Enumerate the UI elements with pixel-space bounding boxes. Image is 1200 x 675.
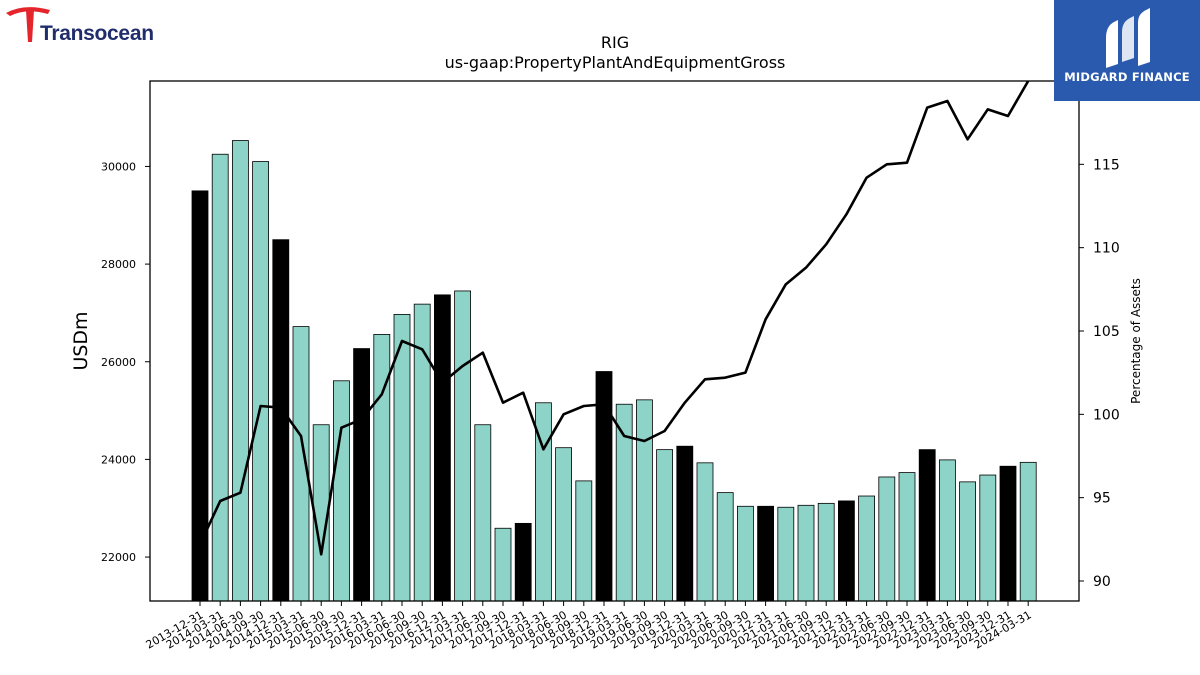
y2-tick-label: 105 bbox=[1093, 324, 1120, 340]
bar-2020-09-30 bbox=[737, 505, 754, 602]
bar-2017-03-31 bbox=[454, 290, 472, 602]
bar-2019-12-31 bbox=[676, 445, 694, 602]
y-tick-label: 26000 bbox=[101, 356, 136, 369]
transocean-mark-icon bbox=[6, 7, 50, 42]
bar-2016-12-31 bbox=[433, 294, 451, 602]
chart-title: RIG bbox=[601, 33, 629, 52]
y-axis-label: USDm bbox=[70, 311, 92, 370]
y-tick-label: 28000 bbox=[101, 258, 136, 271]
bar-2022-09-30 bbox=[898, 472, 916, 602]
y2-tick-label: 100 bbox=[1093, 407, 1120, 423]
y-tick-label: 24000 bbox=[101, 453, 136, 466]
right-axis-ticks: 90 95 100 105 110 115 bbox=[1079, 157, 1120, 590]
bar-2013-12-31 bbox=[191, 190, 209, 602]
bar-2020-12-31 bbox=[757, 505, 774, 602]
y-tick-label: 30000 bbox=[101, 160, 136, 173]
bar-2017-12-31 bbox=[514, 522, 532, 602]
bar-2021-06-30 bbox=[797, 504, 815, 602]
bar-2020-03-31 bbox=[696, 462, 714, 602]
bar-2023-09-30 bbox=[979, 474, 997, 602]
y2-tick-label: 90 bbox=[1093, 574, 1111, 590]
transocean-logo: Transocean bbox=[4, 4, 184, 45]
bar-2018-09-30 bbox=[575, 480, 593, 602]
left-axis-ticks: 22000 24000 26000 28000 30000 bbox=[101, 160, 150, 564]
bar-2014-12-31 bbox=[272, 239, 290, 602]
midgard-finance-logo: MIDGARD FINANCE bbox=[1054, 0, 1200, 101]
bar-2023-03-31 bbox=[939, 459, 956, 602]
x-axis-ticks: 2013-12-312014-03-312014-06-302014-09-30… bbox=[144, 601, 1034, 652]
bar-2014-03-31 bbox=[211, 153, 229, 602]
bar-2015-09-30 bbox=[332, 380, 350, 602]
bar-2014-09-30 bbox=[252, 161, 270, 602]
bar-2021-12-31 bbox=[838, 500, 855, 602]
bar-2019-06-30 bbox=[636, 399, 653, 602]
line-series bbox=[198, 81, 1030, 556]
bar-2021-09-30 bbox=[817, 502, 835, 602]
bar-2022-03-31 bbox=[858, 495, 875, 602]
chart-subtitle: us-gaap:PropertyPlantAndEquipmentGross bbox=[445, 53, 786, 72]
y-tick-label: 22000 bbox=[101, 551, 136, 564]
percentage-of-assets-line bbox=[198, 81, 1030, 556]
midgard-mark-icon bbox=[1106, 8, 1150, 68]
bar-2020-06-30 bbox=[716, 492, 734, 602]
bar-2016-03-31 bbox=[373, 334, 391, 602]
bar-2023-12-31 bbox=[999, 465, 1017, 602]
transocean-wordmark: Transocean bbox=[40, 22, 154, 45]
midgard-wordmark: MIDGARD FINANCE bbox=[1064, 70, 1190, 84]
bar-2017-09-30 bbox=[494, 527, 512, 602]
bar-2021-03-31 bbox=[777, 506, 795, 602]
bar-series bbox=[191, 140, 1037, 602]
y2-tick-label: 95 bbox=[1093, 491, 1111, 507]
bar-2014-06-30 bbox=[231, 140, 249, 602]
bar-2022-06-30 bbox=[878, 476, 896, 602]
bar-2015-12-31 bbox=[353, 348, 371, 602]
y2-axis-label: Percentage of Assets bbox=[1129, 278, 1143, 404]
bar-2019-09-30 bbox=[656, 449, 673, 602]
bar-2023-06-30 bbox=[959, 481, 976, 602]
bar-2024-03-31 bbox=[1019, 461, 1037, 602]
plot-frame bbox=[149, 80, 1080, 602]
y2-tick-label: 115 bbox=[1093, 157, 1120, 173]
bar-2017-06-30 bbox=[474, 424, 492, 602]
bar-2018-06-30 bbox=[555, 447, 572, 602]
bar-2022-12-31 bbox=[918, 449, 936, 602]
y2-tick-label: 110 bbox=[1093, 241, 1120, 257]
